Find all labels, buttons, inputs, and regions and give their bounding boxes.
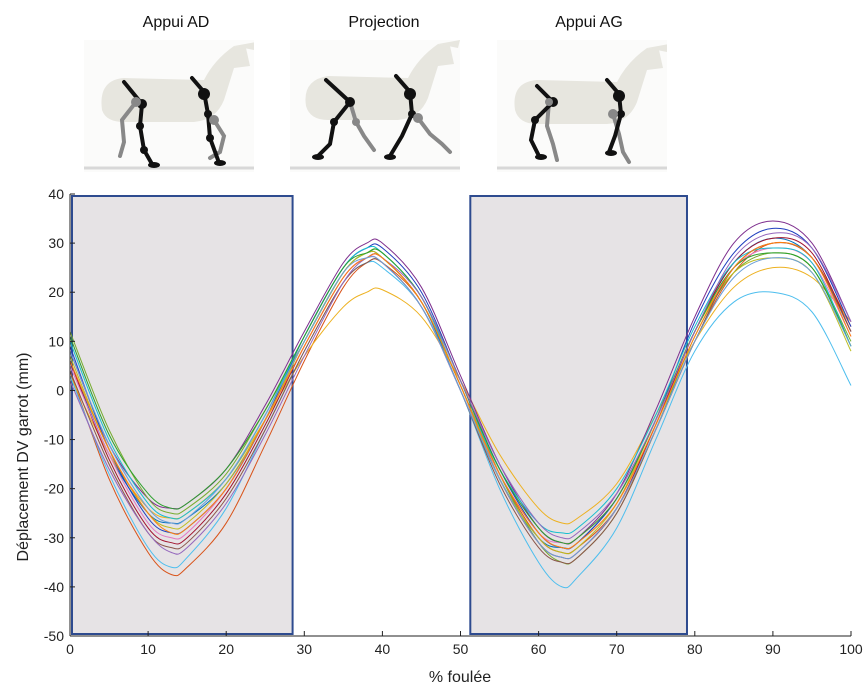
y-axis-title: Déplacement DV garrot (mm) <box>15 353 32 562</box>
y-tick-label: 10 <box>48 333 64 349</box>
x-tick-label: 0 <box>66 641 74 657</box>
stance-phase-shading <box>71 195 688 635</box>
x-tick-label: 70 <box>609 641 625 657</box>
series-line-15 <box>69 242 852 550</box>
series-lines <box>69 220 852 589</box>
phase-label-stance-left: Appui AG <box>555 14 623 31</box>
y-tick-label: 30 <box>48 235 64 251</box>
y-tick-label: 0 <box>56 382 64 398</box>
stance-region-1 <box>71 195 294 635</box>
y-tick-label: 20 <box>48 284 64 300</box>
phase-label-stance-right: Appui AD <box>142 14 210 31</box>
series-line-16 <box>69 256 852 560</box>
x-tick-label: 100 <box>839 641 863 657</box>
x-tick-label: 40 <box>375 641 391 657</box>
phase-label-suspension: Projection <box>348 14 420 31</box>
stance-region-2 <box>469 195 688 635</box>
x-tick-label: 10 <box>140 641 156 657</box>
x-tick-label: 30 <box>297 641 313 657</box>
x-tick-label: 60 <box>531 641 547 657</box>
displacement-chart: -50 -40 -30 -20 -10 0 10 20 30 40 0 10 20 30 40 50 60 70 8… <box>15 186 863 686</box>
y-tick-label: -30 <box>44 530 64 546</box>
x-tick-label: 50 <box>453 641 469 657</box>
horse-illustration-stance-left <box>497 40 667 172</box>
y-tick-label: 40 <box>48 186 64 202</box>
series-line-14 <box>69 232 852 555</box>
y-tick-label: -50 <box>44 628 64 644</box>
y-tick-label: -40 <box>44 579 64 595</box>
axes: -50 -40 -30 -20 -10 0 10 20 30 40 0 10 20 30 40 50 60 70 8… <box>44 186 863 657</box>
horse-illustration-stance-right <box>84 40 254 172</box>
y-tick-label: -20 <box>44 481 64 497</box>
y-tick-label: -10 <box>44 432 64 448</box>
x-tick-label: 90 <box>765 641 781 657</box>
series-line-10 <box>69 245 852 535</box>
x-tick-label: 80 <box>687 641 703 657</box>
horse-illustration-suspension <box>290 40 460 172</box>
x-axis-title: % foulée <box>429 669 491 686</box>
x-tick-label: 20 <box>218 641 234 657</box>
